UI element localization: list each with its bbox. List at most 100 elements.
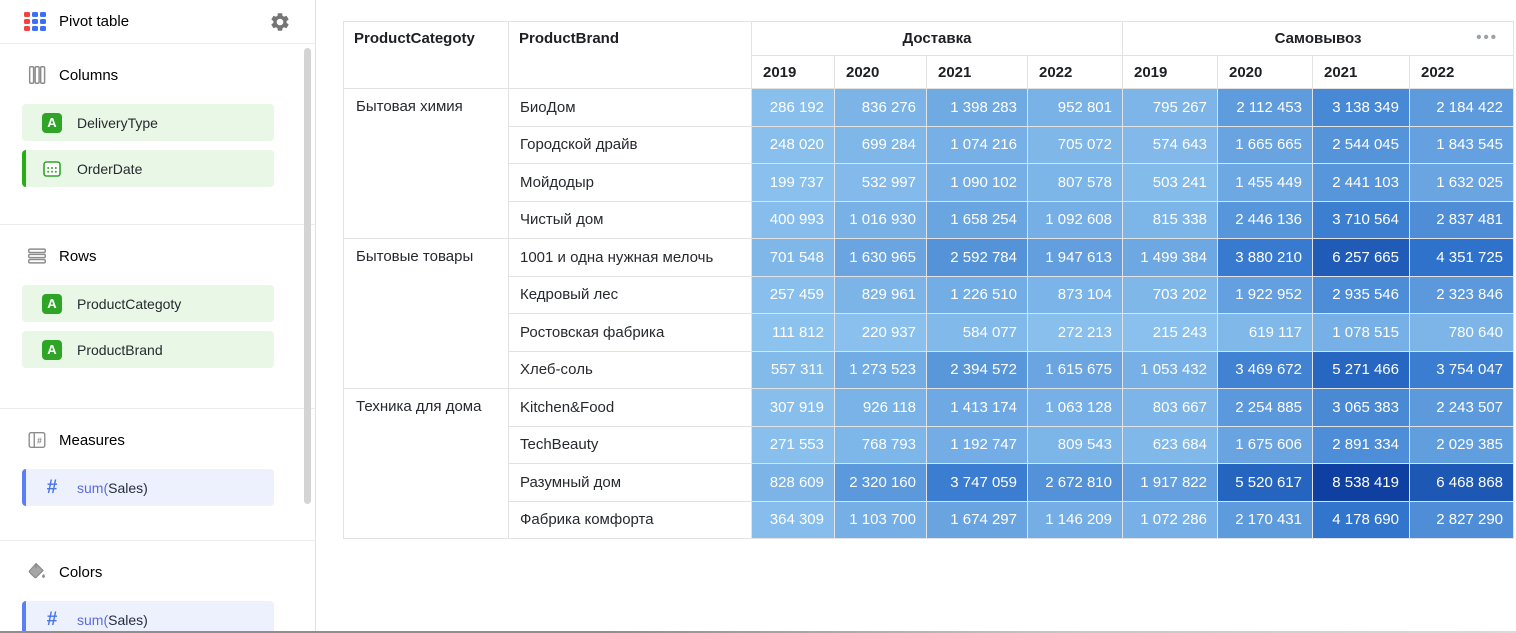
calendar-icon: [42, 159, 62, 179]
value-cell: 286 192: [751, 88, 835, 127]
value-cell: 836 276: [834, 88, 927, 127]
value-cell: 1 078 515: [1312, 313, 1410, 352]
year-column-header[interactable]: 2019: [1122, 55, 1218, 89]
value-cell: 2 320 160: [834, 463, 927, 502]
value-cell: 574 643: [1122, 125, 1218, 164]
value-cell: 623 684: [1122, 425, 1218, 464]
field-pill-orderdate[interactable]: OrderDate: [22, 150, 274, 187]
value-cell: 1 398 283: [926, 88, 1028, 127]
panel-header: Pivot table: [0, 0, 315, 44]
value-cell: 6 468 868: [1408, 463, 1515, 502]
value-cell: 1 675 606: [1217, 425, 1313, 464]
value-cell: 1 674 297: [926, 500, 1028, 539]
value-cell: 220 937: [834, 313, 927, 352]
value-cell: 815 338: [1122, 200, 1218, 239]
brand-cell: 1001 и одна нужная мелочь: [508, 238, 752, 277]
year-column-header[interactable]: 2021: [1312, 55, 1410, 89]
value-cell: 2 935 546: [1312, 275, 1410, 314]
table-row: Разумный дом 828 609 2 320 160 3 747 059 2 6…: [344, 463, 1515, 502]
field-pill-label: DeliveryType: [77, 114, 158, 131]
value-cell: 828 609: [751, 463, 835, 502]
color-pill-sum-sales[interactable]: # sum(Sales): [22, 601, 274, 633]
measure-pill-label: sum(Sales): [77, 479, 148, 496]
value-cell: 768 793: [834, 425, 927, 464]
value-cell: 4 178 690: [1312, 500, 1410, 539]
value-cell: 1 074 216: [926, 125, 1028, 164]
value-cell: 2 837 481: [1408, 200, 1515, 239]
value-cell: 873 104: [1027, 275, 1123, 314]
year-column-header[interactable]: 2020: [834, 55, 927, 89]
section-divider: [0, 224, 315, 225]
field-pill-label: ProductCategoty: [77, 295, 182, 312]
brand-cell: Чистый дом: [508, 200, 752, 239]
column-group-header[interactable]: Доставка: [751, 21, 1123, 56]
chart-more-menu-button[interactable]: •••: [1476, 29, 1499, 46]
field-pill-deliverytype[interactable]: A DeliveryType: [22, 104, 274, 141]
value-cell: 1 455 449: [1217, 163, 1313, 202]
value-cell: 1 226 510: [926, 275, 1028, 314]
settings-gear-icon[interactable]: [269, 11, 291, 33]
value-cell: 3 710 564: [1312, 200, 1410, 239]
chart-area: ProductCategoty ProductBrand Доставка Самов…: [316, 0, 1516, 633]
field-pill-productbrand[interactable]: A ProductBrand: [22, 331, 274, 368]
value-cell: 1 922 952: [1217, 275, 1313, 314]
brand-cell: TechBeauty: [508, 425, 752, 464]
value-cell: 2 029 385: [1408, 425, 1515, 464]
value-cell: 5 271 466: [1312, 350, 1410, 389]
value-cell: 1 192 747: [926, 425, 1028, 464]
value-cell: 5 520 617: [1217, 463, 1313, 502]
value-cell: 1 499 384: [1122, 238, 1218, 277]
value-cell: 557 311: [751, 350, 835, 389]
table-row: TechBeauty 271 553 768 793 1 192 747 809 543…: [344, 425, 1515, 464]
brand-cell: Фабрика комфорта: [508, 500, 752, 539]
year-column-header[interactable]: 2020: [1217, 55, 1313, 89]
value-cell: 271 553: [751, 425, 835, 464]
value-cell: 2 323 846: [1408, 275, 1515, 314]
value-cell: 803 667: [1122, 388, 1218, 427]
section-label: Colors: [59, 563, 103, 581]
value-cell: 1 273 523: [834, 350, 927, 389]
value-cell: 1 665 665: [1217, 125, 1313, 164]
value-cell: 3 747 059: [926, 463, 1028, 502]
value-cell: 272 213: [1027, 313, 1123, 352]
table-row: Чистый дом 400 993 1 016 930 1 658 254 1 092…: [344, 200, 1515, 239]
value-cell: 703 202: [1122, 275, 1218, 314]
year-column-header[interactable]: 2021: [926, 55, 1028, 89]
value-cell: 400 993: [751, 200, 835, 239]
brand-cell: Ростовская фабрика: [508, 313, 752, 352]
brand-cell: Кедровый лес: [508, 275, 752, 314]
value-cell: 364 309: [751, 500, 835, 539]
column-group-header[interactable]: Самовывоз: [1121, 21, 1515, 56]
sidebar-scrollbar[interactable]: [304, 48, 311, 504]
rows-icon: [25, 244, 49, 268]
brand-cell: Kitchen&Food: [508, 388, 752, 427]
year-column-header[interactable]: 2022: [1408, 55, 1515, 89]
color-pill-label: sum(Sales): [77, 611, 148, 628]
section-rows: Rows A ProductCategoty A ProductBrand: [0, 225, 315, 408]
value-cell: 2 184 422: [1408, 88, 1515, 127]
panel-title: Pivot table: [59, 13, 130, 30]
value-cell: 8 538 419: [1312, 463, 1410, 502]
section-divider: [0, 540, 315, 541]
measure-pill-sum-sales[interactable]: # sum(Sales): [22, 469, 274, 506]
table-row: Хлеб-соль 557 311 1 273 523 2 394 572 1 615 …: [344, 350, 1515, 389]
category-cell: Бытовая химия: [343, 88, 509, 239]
brand-cell: БиоДом: [508, 88, 752, 127]
year-column-header[interactable]: 2019: [751, 55, 835, 89]
value-cell: 2 254 885: [1217, 388, 1313, 427]
value-cell: 215 243: [1122, 313, 1218, 352]
value-cell: 2 394 572: [926, 350, 1028, 389]
value-cell: 1 103 700: [834, 500, 927, 539]
value-cell: 829 961: [834, 275, 927, 314]
field-pill-label: ProductBrand: [77, 341, 163, 358]
row-header[interactable]: ProductCategoty: [343, 21, 509, 89]
value-cell: 1 413 174: [926, 388, 1028, 427]
value-cell: 111 812: [751, 313, 835, 352]
value-cell: 6 257 665: [1312, 238, 1410, 277]
field-pill-productcategoty[interactable]: A ProductCategoty: [22, 285, 274, 322]
row-header[interactable]: ProductBrand: [508, 21, 752, 89]
year-column-header[interactable]: 2022: [1027, 55, 1123, 89]
value-cell: 619 117: [1217, 313, 1313, 352]
table-row: Бытовые товары 1001 и одна нужная мелочь 7…: [343, 238, 1515, 389]
value-cell: 705 072: [1027, 125, 1123, 164]
